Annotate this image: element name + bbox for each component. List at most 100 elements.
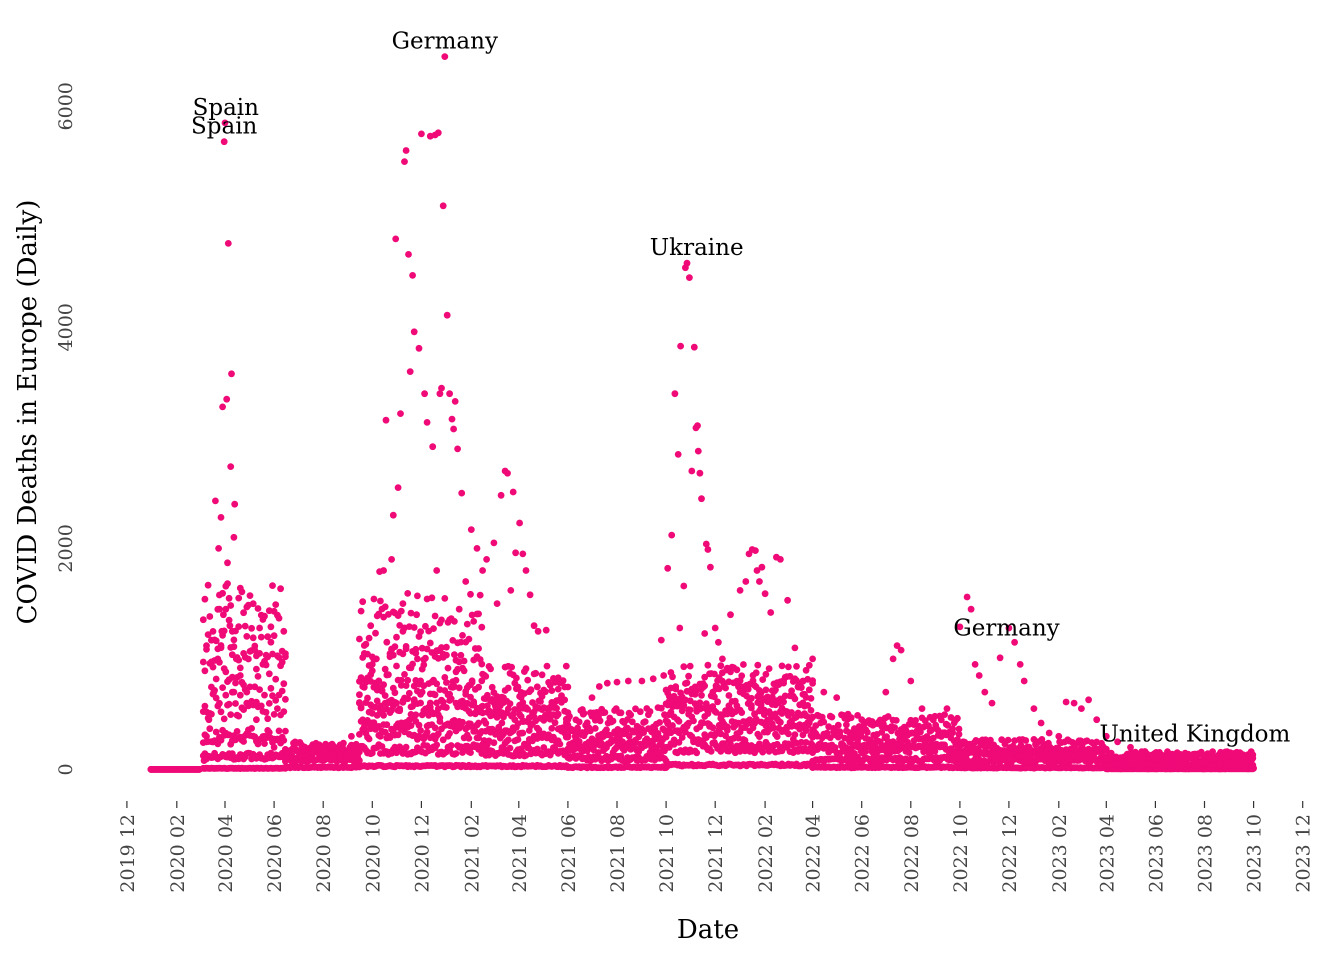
x-tick-label: 2020 04	[215, 814, 237, 893]
data-point	[280, 737, 288, 744]
data-point	[507, 587, 515, 594]
data-point	[414, 592, 421, 600]
data-point	[944, 722, 952, 729]
data-point	[272, 601, 280, 608]
data-point	[219, 403, 227, 411]
x-tick-label: 2022 06	[852, 814, 874, 893]
data-point	[897, 646, 905, 654]
data-point	[667, 708, 675, 716]
data-point	[385, 671, 392, 679]
data-point	[530, 708, 538, 715]
data-point	[791, 644, 799, 652]
data-point	[402, 682, 410, 689]
data-point	[222, 668, 230, 676]
data-point	[423, 419, 431, 426]
data-point	[781, 692, 789, 700]
data-point	[467, 749, 474, 756]
data-point	[981, 688, 989, 696]
data-point	[422, 654, 429, 662]
data-point	[954, 736, 961, 743]
data-point	[641, 718, 649, 725]
data-point	[519, 729, 527, 737]
scatter-points	[147, 53, 1257, 773]
data-point	[1078, 705, 1085, 712]
data-point	[462, 578, 470, 585]
data-point	[412, 649, 420, 657]
data-point	[443, 643, 450, 651]
data-point	[707, 748, 715, 755]
x-tick-label: 2021 08	[607, 814, 629, 893]
data-point	[532, 669, 540, 677]
data-point	[636, 708, 644, 716]
data-point	[412, 711, 420, 719]
data-point	[264, 633, 272, 641]
data-point	[857, 729, 865, 737]
data-point	[430, 625, 437, 632]
data-point	[475, 719, 482, 727]
data-point	[438, 384, 445, 392]
data-point	[791, 695, 799, 703]
data-point	[219, 684, 227, 691]
data-point	[828, 713, 836, 721]
data-point	[356, 731, 363, 738]
data-point	[199, 616, 207, 624]
data-point	[562, 662, 570, 670]
data-point	[707, 563, 714, 571]
x-tick-label: 2020 02	[167, 814, 189, 893]
x-tick-label: 2021 10	[656, 814, 678, 893]
data-point	[232, 700, 239, 707]
data-point	[738, 709, 746, 716]
data-point	[690, 717, 697, 725]
data-point	[1037, 719, 1045, 727]
data-point	[490, 739, 498, 747]
data-point	[368, 661, 376, 668]
data-point	[918, 705, 926, 712]
data-point	[221, 119, 229, 127]
data-point	[762, 670, 770, 678]
data-point	[209, 663, 217, 671]
data-point	[364, 694, 371, 702]
data-point	[836, 728, 844, 736]
data-point	[709, 724, 717, 732]
data-point	[217, 644, 225, 652]
data-point	[504, 469, 511, 477]
data-point	[327, 750, 334, 758]
data-point	[206, 725, 214, 733]
data-point	[422, 622, 429, 630]
data-point	[869, 721, 877, 729]
data-point	[553, 704, 560, 712]
data-point	[701, 682, 709, 690]
data-point	[799, 677, 807, 685]
data-point	[267, 638, 275, 646]
y-axis: 0 2000 4000 6000	[55, 82, 77, 775]
data-point	[261, 732, 268, 740]
data-point	[216, 699, 223, 707]
data-point	[685, 672, 692, 680]
data-point	[409, 660, 416, 668]
data-point	[282, 650, 289, 657]
data-point	[514, 736, 522, 743]
data-point	[508, 663, 515, 671]
data-point	[797, 738, 805, 746]
data-point	[294, 748, 302, 756]
data-point	[598, 740, 606, 748]
data-point	[225, 700, 233, 708]
data-point	[201, 667, 209, 675]
data-point	[606, 731, 614, 739]
data-point	[625, 732, 633, 740]
data-point	[624, 677, 632, 685]
data-point	[574, 724, 581, 732]
data-point	[203, 738, 210, 746]
data-point	[227, 463, 235, 470]
data-point	[513, 674, 520, 682]
data-point	[996, 654, 1004, 662]
data-point	[785, 730, 792, 738]
data-point	[356, 699, 363, 707]
data-point	[348, 732, 355, 740]
data-point	[235, 623, 243, 630]
data-point	[467, 590, 474, 598]
data-point	[534, 627, 542, 635]
data-point	[433, 741, 441, 749]
x-tick-label: 2023 12	[1293, 814, 1315, 893]
data-point	[694, 447, 702, 455]
